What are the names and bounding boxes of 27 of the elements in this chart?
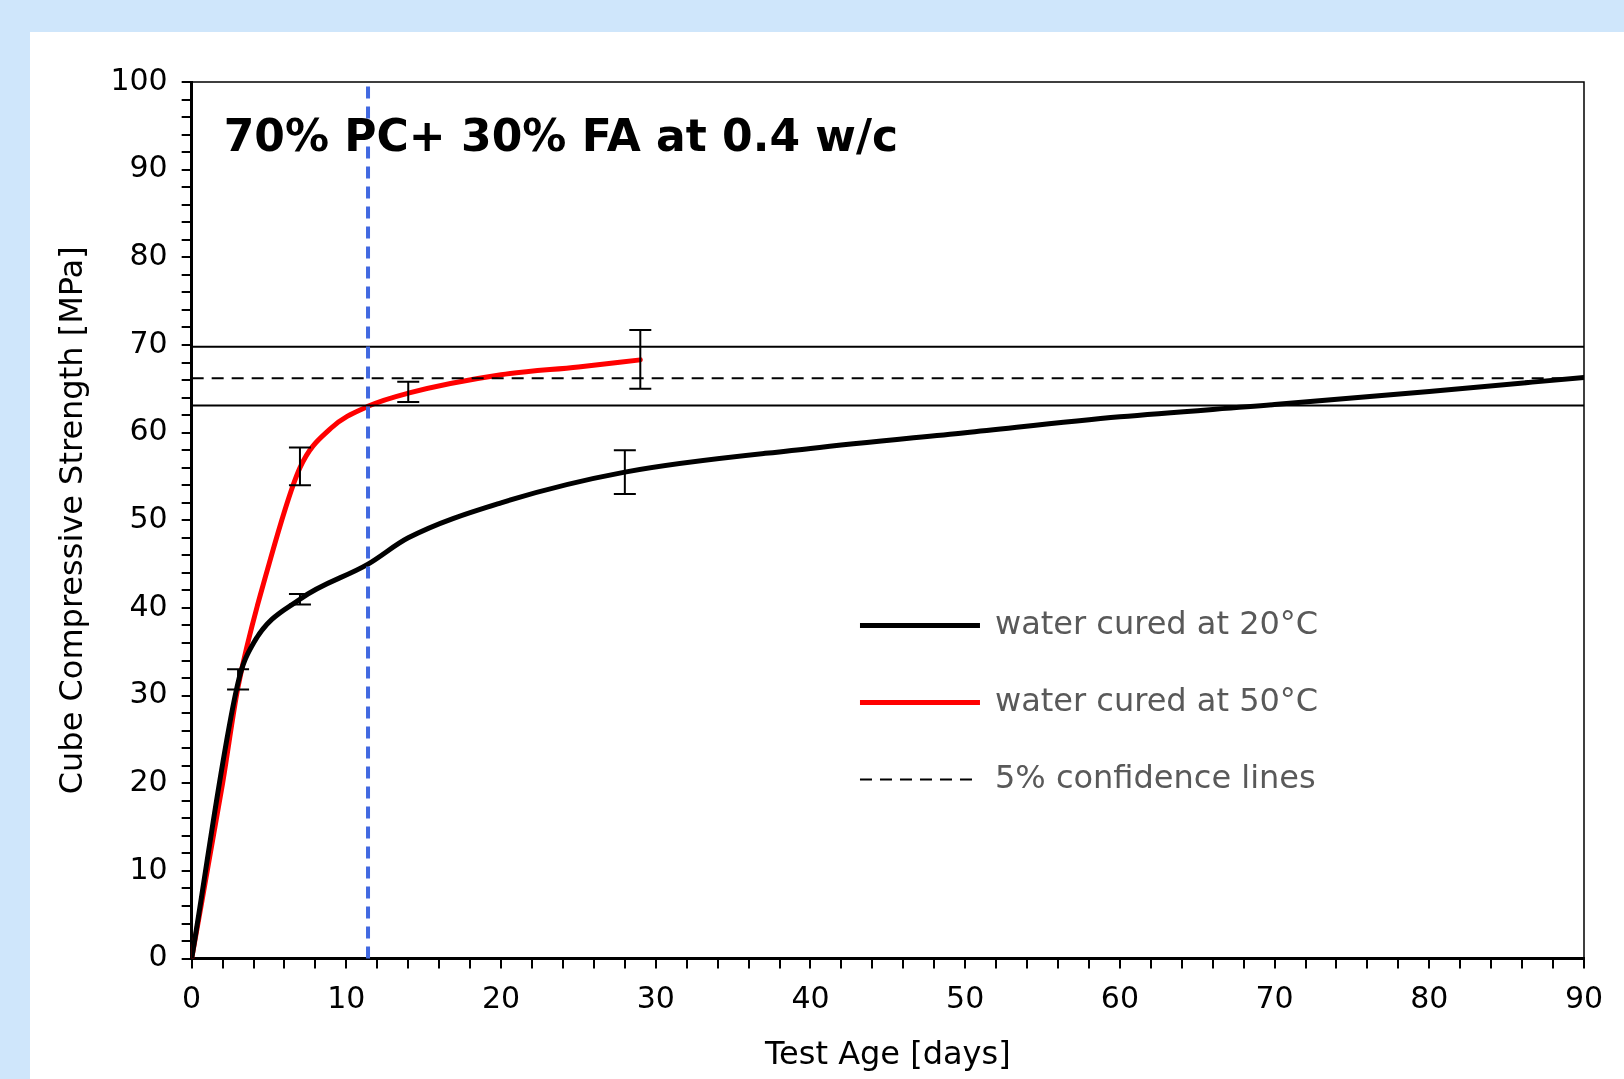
x-axis-title: Test Age [days]	[763, 1034, 1011, 1073]
x-tick-label: 90	[1564, 980, 1604, 1016]
y-tick-label: 90	[129, 149, 168, 185]
legend-label: water cured at 50°C	[994, 680, 1319, 719]
x-tick-label: 70	[1255, 980, 1294, 1016]
x-tick-label: 0	[182, 980, 202, 1016]
y-tick-label: 70	[129, 324, 168, 360]
y-tick-label: 50	[129, 500, 168, 536]
y-tick-label: 30	[129, 675, 168, 711]
text: 70% PC+ 30% FA at 0.4 w/c	[223, 110, 899, 162]
y-tick-label: 10	[129, 850, 168, 886]
x-tick-label: 60	[1100, 980, 1139, 1016]
legend-label: water cured at 20°C	[994, 603, 1319, 642]
legend-label: 5% confidence lines	[994, 757, 1316, 796]
y-tick-label: 100	[110, 61, 168, 97]
y-tick-label: 0	[148, 938, 168, 974]
y-tick-label: 20	[129, 763, 168, 799]
y-axis-title: Cube Compressive Strength [MPa]	[51, 246, 90, 795]
x-tick-label: 10	[327, 980, 366, 1016]
x-tick-label: 50	[946, 980, 985, 1016]
x-tick-label: 20	[481, 980, 521, 1016]
y-tick-label: 60	[129, 412, 168, 448]
x-tick-label: 80	[1410, 980, 1449, 1016]
x-tick-label: 40	[791, 980, 830, 1016]
y-tick-label: 80	[129, 237, 168, 273]
x-tick-label: 30	[636, 980, 675, 1016]
y-tick-label: 40	[129, 587, 168, 623]
